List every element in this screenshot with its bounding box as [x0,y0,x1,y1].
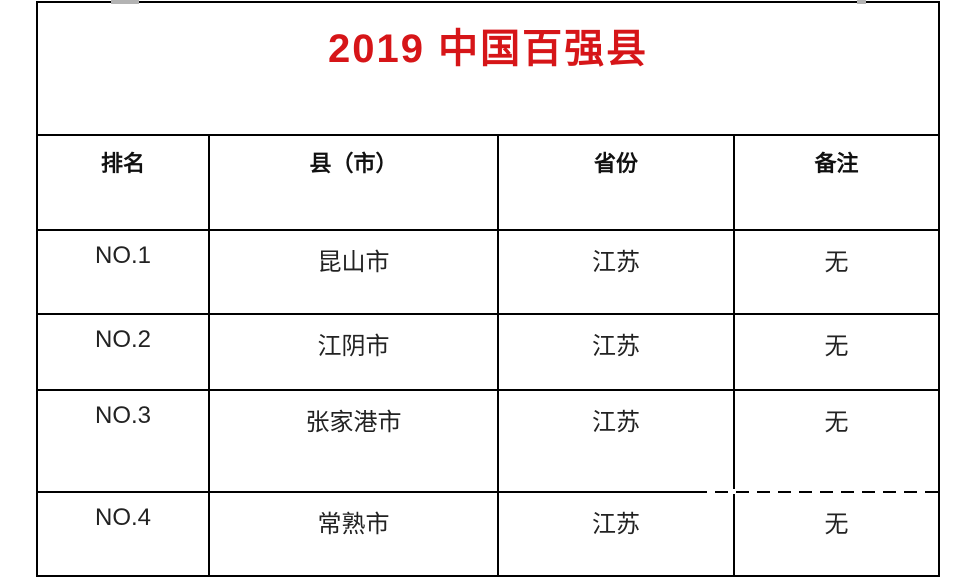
table-row: NO.4 常熟市 江苏 无 [36,491,941,577]
province-cell: 江苏 [497,491,735,577]
county-cell: 张家港市 [208,389,499,493]
rank-cell: NO.3 [36,389,210,493]
note-cell: 无 [732,229,941,315]
broken-border-artifact [694,489,937,494]
col-header-province: 省份 [497,134,735,231]
county-cell: 江阴市 [208,313,499,391]
rank-cell: NO.4 [36,491,210,577]
col-header-note: 备注 [732,134,941,231]
province-cell: 江苏 [497,389,735,493]
header-row: 排名 县（市） 省份 备注 [36,134,941,231]
note-cell: 无 [732,389,941,493]
table-row: NO.1 昆山市 江苏 无 [36,229,941,315]
document-canvas: 2019 中国百强县 排名 县（市） 省份 备注 NO.1 昆山市 江苏 无 N… [35,0,941,577]
col-header-rank: 排名 [36,134,210,231]
table-row: NO.3 张家港市 江苏 无 [36,389,941,493]
top-border-smudge-right [857,0,866,4]
province-cell: 江苏 [497,229,735,315]
note-cell: 无 [732,491,941,577]
rank-cell: NO.2 [36,313,210,391]
page-title: 2019 中国百强县 [35,1,941,136]
province-cell: 江苏 [497,313,735,391]
col-header-county: 县（市） [208,134,499,231]
note-cell: 无 [732,313,941,391]
county-cell: 昆山市 [208,229,499,315]
table-row: NO.2 江阴市 江苏 无 [36,313,941,391]
top-border-smudge-left [111,0,139,4]
county-cell: 常熟市 [208,491,499,577]
title-row: 2019 中国百强县 [35,1,941,136]
page: { "title": "2019 中国百强县", "colors": { "ti… [35,0,941,577]
rank-cell: NO.1 [36,229,210,315]
